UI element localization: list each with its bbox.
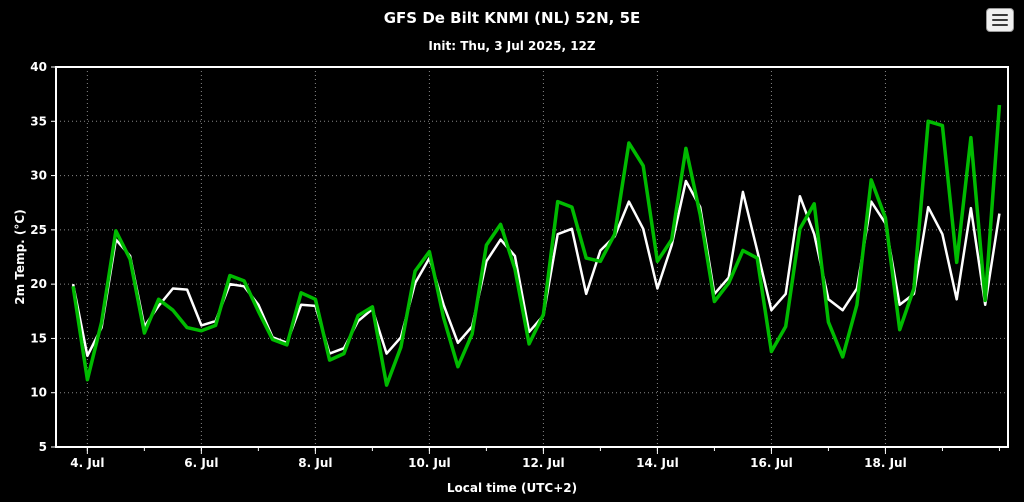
x-axis-title: Local time (UTC+2): [446, 481, 578, 495]
x-tick-label: 14. Jul: [636, 456, 679, 470]
y-tick-label: 10: [30, 386, 47, 400]
series-white-line: [71, 179, 1001, 358]
x-tick-label: 12. Jul: [522, 456, 565, 470]
y-tick-label: 25: [30, 223, 47, 237]
y-tick-label: 30: [30, 169, 47, 183]
y-tick-label: 20: [30, 277, 47, 291]
chart-title: GFS De Bilt KNMI (NL) 52N, 5E: [383, 9, 641, 27]
x-tick-label: 6. Jul: [184, 456, 218, 470]
y-tick-label: 5: [39, 440, 47, 454]
hamburger-menu-icon: [992, 14, 1008, 16]
x-tick-label: 16. Jul: [750, 456, 793, 470]
x-tick-label: 18. Jul: [864, 456, 907, 470]
chart-subtitle: Init: Thu, 3 Jul 2025, 12Z: [428, 39, 596, 53]
y-tick-label: 15: [30, 331, 47, 345]
y-axis-title: 2m Temp. (°C): [13, 209, 27, 305]
chart-context-menu-button[interactable]: [986, 8, 1014, 32]
y-tick-label: 35: [30, 114, 47, 128]
x-tick-label: 8. Jul: [298, 456, 332, 470]
plot-border: [55, 66, 1009, 448]
y-tick-label: 40: [30, 60, 47, 74]
x-tick-label: 10. Jul: [408, 456, 451, 470]
series-green-line: [71, 104, 1002, 387]
x-tick-label: 4. Jul: [70, 456, 104, 470]
